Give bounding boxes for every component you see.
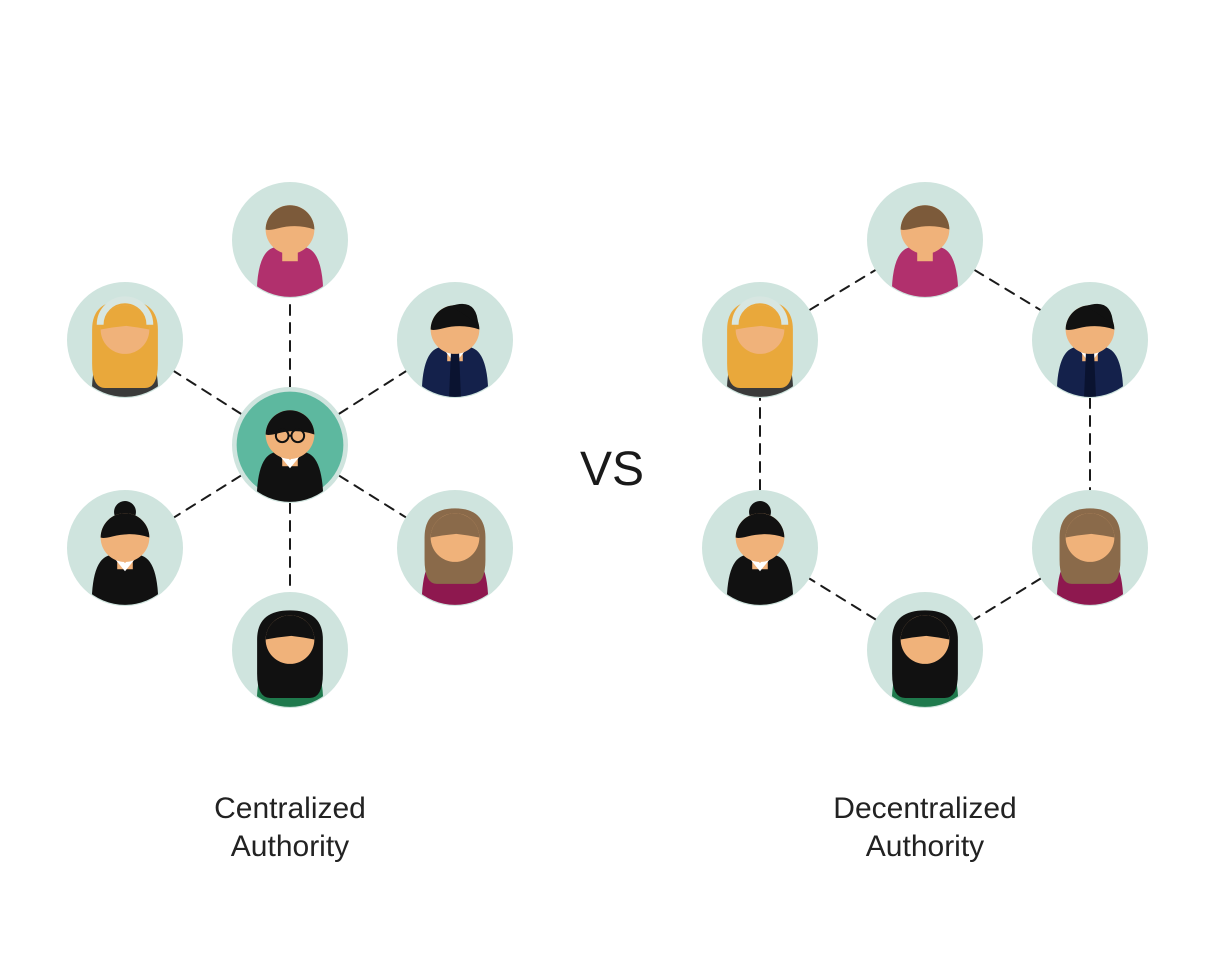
avatar-bun-hair-woman — [702, 490, 818, 606]
connection-line — [974, 578, 1040, 619]
decentralized-label: Decentralized Authority — [745, 790, 1105, 865]
connection-line — [339, 371, 406, 414]
avatar-brown-hair-woman — [1032, 490, 1148, 606]
connection-line — [809, 578, 875, 619]
avatar-magenta-shirt — [867, 182, 983, 298]
avatar-blonde-woman — [67, 282, 183, 398]
avatar-blonde-woman — [702, 282, 818, 398]
avatar-bun-hair-woman — [67, 490, 183, 606]
connection-line — [174, 476, 241, 518]
avatar-magenta-shirt — [232, 182, 348, 298]
avatar-navy-suit-man — [1032, 282, 1148, 398]
centralized-label: Centralized Authority — [110, 790, 470, 865]
connection-line — [339, 476, 406, 518]
vs-label: VS — [532, 440, 692, 500]
avatar-navy-suit-man — [397, 282, 513, 398]
connection-line — [174, 371, 241, 414]
avatar-brown-hair-woman — [397, 490, 513, 606]
avatar-green-shirt-woman — [232, 592, 348, 708]
connection-line — [810, 270, 876, 310]
connection-line — [975, 270, 1041, 310]
avatar-green-shirt-woman — [867, 592, 983, 708]
avatar-glasses-man — [232, 387, 348, 503]
